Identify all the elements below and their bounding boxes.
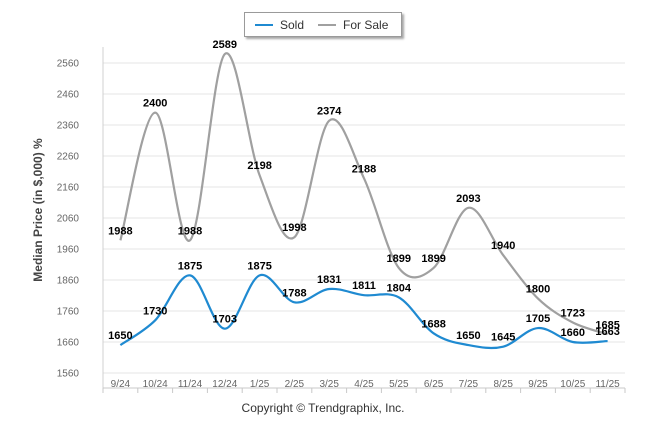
x-tick-label: 9/25 <box>528 379 548 390</box>
data-labels: 1650 1730 1875 1703 1875 1788 1831 1811 1804 1688… <box>108 39 620 344</box>
y-tick-label: 2460 <box>57 90 80 101</box>
data-label-for-sale: 1723 <box>561 307 585 319</box>
data-label-sold: 1811 <box>352 280 376 292</box>
x-tick-label: 12/24 <box>212 379 237 390</box>
data-label-sold: 1831 <box>317 274 341 286</box>
x-tick-label: 4/25 <box>354 379 374 390</box>
data-label-for-sale: 1988 <box>178 225 202 237</box>
grid-lines <box>102 47 625 388</box>
data-label-for-sale: 2093 <box>456 193 480 205</box>
x-tick-label: 6/25 <box>424 379 444 390</box>
x-tick-label: 10/25 <box>560 379 585 390</box>
legend-label-for-sale: For Sale <box>343 17 389 32</box>
x-tick-label: 11/25 <box>595 379 620 390</box>
x-tick-label: 1/25 <box>250 379 270 390</box>
x-tick-label: 10/24 <box>143 379 168 390</box>
y-tick-label: 2360 <box>57 121 80 132</box>
data-label-sold: 1705 <box>526 313 550 325</box>
y-tick-label: 2560 <box>57 59 80 70</box>
x-tick-label: 9/24 <box>111 379 131 390</box>
y-tick-label: 1560 <box>57 369 80 380</box>
y-tick-label: 2160 <box>57 183 80 194</box>
x-tick-label: 2/25 <box>285 379 305 390</box>
y-axis-label: Median Price (in $,000) % <box>31 138 45 282</box>
data-label-sold: 1660 <box>561 327 585 339</box>
data-label-for-sale: 2198 <box>247 160 271 172</box>
y-tick-label: 2260 <box>57 152 80 163</box>
x-tick-label: 5/25 <box>389 379 409 390</box>
y-tick-label: 1960 <box>57 245 80 256</box>
x-axis: 9/24 10/24 11/24 12/24 1/25 2/25 3/25 4/25 5/25 6… <box>102 379 626 393</box>
copyright-text: Copyright © Trendgraphix, Inc. <box>241 401 405 415</box>
data-label-sold: 1804 <box>387 282 412 294</box>
data-label-for-sale: 1685 <box>595 319 619 331</box>
y-tick-label: 1760 <box>57 307 80 318</box>
data-label-sold: 1688 <box>421 318 445 330</box>
legend-label-sold: Sold <box>280 17 305 32</box>
x-tick-label: 7/25 <box>459 379 479 390</box>
data-label-sold: 1875 <box>247 260 271 272</box>
legend: Sold For Sale <box>244 12 402 37</box>
data-label-for-sale: 2400 <box>143 98 167 110</box>
data-label-sold: 1650 <box>108 330 132 342</box>
data-label-for-sale: 2188 <box>352 163 376 175</box>
x-tick-label: 11/24 <box>178 379 203 390</box>
data-label-sold: 1645 <box>491 332 515 344</box>
legend-item-sold[interactable]: Sold <box>255 18 304 32</box>
data-label-sold: 1788 <box>282 287 306 299</box>
x-tick-label: 8/25 <box>493 379 513 390</box>
legend-swatch-sold <box>255 23 273 26</box>
data-label-for-sale: 1988 <box>108 225 132 237</box>
data-label-sold: 1703 <box>213 314 237 326</box>
series-line-for-sale <box>119 52 608 336</box>
x-tick-label: 3/25 <box>319 379 339 390</box>
y-tick-label: 2060 <box>57 214 80 225</box>
data-label-sold: 1730 <box>143 305 167 317</box>
data-label-for-sale: 1940 <box>491 240 515 252</box>
legend-item-for-sale[interactable]: For Sale <box>318 18 388 32</box>
y-tick-label: 1860 <box>57 276 80 287</box>
y-tick-label: 1660 <box>57 338 80 349</box>
series-line-sold <box>119 274 608 350</box>
data-label-sold: 1875 <box>178 260 202 272</box>
data-label-for-sale: 1899 <box>387 253 411 265</box>
data-label-for-sale: 1800 <box>526 284 550 296</box>
data-label-for-sale: 1899 <box>421 253 445 265</box>
y-axis-ticks: 1560 1660 1760 1860 1960 2060 2160 2260 2360 2460… <box>57 59 80 380</box>
data-label-for-sale: 2589 <box>213 39 237 51</box>
legend-swatch-for-sale <box>318 23 337 26</box>
data-label-sold: 1663 <box>595 326 619 338</box>
data-label-for-sale: 2374 <box>317 106 342 118</box>
data-label-sold: 1650 <box>456 330 480 342</box>
data-label-for-sale: 1998 <box>282 222 306 234</box>
series-lines <box>119 52 608 350</box>
